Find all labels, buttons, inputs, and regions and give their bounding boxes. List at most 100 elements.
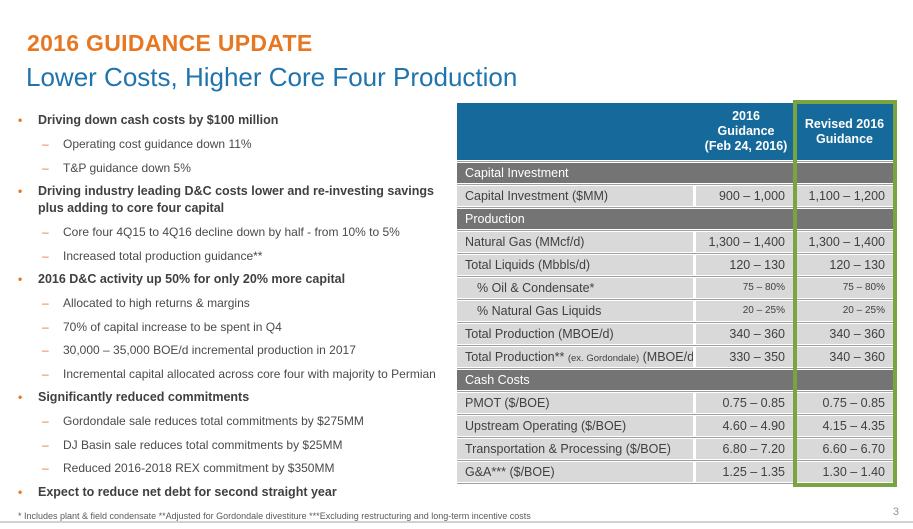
bullet-icon: •: [18, 484, 23, 499]
table-header-revised-guidance: Revised 2016 Guidance: [796, 103, 893, 160]
row-label-main: Total Production**: [465, 350, 565, 364]
section-filler: [796, 163, 893, 183]
table-row: Total Production (MBOE/d) 340 – 360 340 …: [457, 324, 893, 346]
sub-bullet-text: DJ Basin sale reduces total commitments …: [63, 437, 343, 452]
row-label-unit: (MBOE/d): [642, 350, 693, 364]
sub-bullet-text: Operating cost guidance down 11%: [63, 137, 252, 151]
revised-guidance-value: 6.60 – 6.70: [796, 439, 893, 459]
section-label: Capital Investment: [457, 163, 796, 183]
bullet-icon: •: [18, 390, 23, 404]
revised-guidance-value: 120 – 130: [796, 255, 893, 275]
header-line: (Feb 24, 2016): [704, 139, 788, 153]
old-guidance-value: 20 – 25%: [696, 301, 793, 321]
dash-icon: –: [42, 137, 49, 151]
revised-guidance-value: 1,300 – 1,400: [796, 232, 893, 252]
dash-icon: –: [42, 225, 49, 239]
revised-guidance-value: 75 – 80%: [796, 278, 893, 298]
row-label: % Oil & Condensate*: [457, 278, 693, 298]
row-label: Total Production (MBOE/d): [457, 324, 693, 344]
sub-bullet-text: Incremental capital allocated across cor…: [63, 366, 436, 381]
sub-bullet-text: Core four 4Q15 to 4Q16 decline down by h…: [63, 225, 400, 239]
old-guidance-value: 330 – 350: [696, 347, 793, 367]
revised-guidance-value: 1.30 – 1.40: [796, 462, 893, 482]
slide-subtitle: Lower Costs, Higher Core Four Production: [26, 62, 518, 92]
bullet-item: • Driving down cash costs by $100 millio…: [16, 112, 456, 129]
header-line: Guidance: [816, 131, 873, 146]
old-guidance-value: 0.75 – 0.85: [696, 393, 793, 413]
sub-bullet-item: – T&P guidance down 5%: [16, 160, 456, 176]
table-header-row: 2016 Guidance (Feb 24, 2016) Revised 201…: [457, 103, 893, 162]
row-label: G&A*** ($/BOE): [457, 462, 693, 482]
dash-icon: –: [42, 296, 49, 310]
dash-icon: –: [42, 366, 49, 381]
row-label: Transportation & Processing ($/BOE): [457, 439, 693, 459]
table-header-blank: [457, 103, 696, 160]
old-guidance-value: 1.25 – 1.35: [696, 462, 793, 482]
sub-bullet-text: 30,000 – 35,000 BOE/d incremental produc…: [63, 343, 356, 357]
bullet-text: Expect to reduce net debt for second str…: [38, 484, 337, 499]
old-guidance-value: 6.80 – 7.20: [696, 439, 793, 459]
revised-guidance-value: 340 – 360: [796, 324, 893, 344]
dash-icon: –: [42, 461, 49, 475]
section-filler: [796, 370, 893, 390]
dash-icon: –: [42, 319, 49, 334]
sub-bullet-item: – Allocated to high returns & margins: [16, 295, 456, 311]
sub-bullet-text: 70% of capital increase to be spent in Q…: [63, 319, 282, 334]
header-line: Guidance: [717, 124, 775, 138]
revised-guidance-value: 1,100 – 1,200: [796, 186, 893, 206]
revised-guidance-value: 340 – 360: [796, 347, 893, 367]
bullet-text: Driving industry leading D&C costs lower…: [38, 184, 434, 215]
table-row: Capital Investment ($MM) 900 – 1,000 1,1…: [457, 186, 893, 208]
table-row: Total Production** (ex. Gordondale) (MBO…: [457, 347, 893, 369]
bullet-icon: •: [18, 184, 23, 198]
bullet-icon: •: [18, 113, 23, 127]
table-header-2016-guidance: 2016 Guidance (Feb 24, 2016): [696, 103, 796, 160]
table-row: % Oil & Condensate* 75 – 80% 75 – 80%: [457, 278, 893, 300]
row-label: Total Production** (ex. Gordondale) (MBO…: [457, 347, 693, 367]
slide-title: 2016 GUIDANCE UPDATE: [27, 30, 313, 56]
sub-bullet-item: – Reduced 2016-2018 REX commitment by $3…: [16, 460, 456, 476]
old-guidance-value: 900 – 1,000: [696, 186, 793, 206]
bullet-list: • Driving down cash costs by $100 millio…: [16, 112, 456, 508]
footnote: * Includes plant & field condensate **Ad…: [18, 511, 531, 521]
sub-bullet-item: – Core four 4Q15 to 4Q16 decline down by…: [16, 224, 456, 240]
sub-bullet-item: – 30,000 – 35,000 BOE/d incremental prod…: [16, 342, 456, 358]
row-label: PMOT ($/BOE): [457, 393, 693, 413]
sub-bullet-text: T&P guidance down 5%: [63, 160, 191, 175]
dash-icon: –: [42, 160, 49, 175]
bullet-icon: •: [18, 272, 23, 286]
row-label: Natural Gas (MMcf/d): [457, 232, 693, 252]
revised-guidance-value: 0.75 – 0.85: [796, 393, 893, 413]
revised-guidance-value: 4.15 – 4.35: [796, 416, 893, 436]
dash-icon: –: [42, 414, 49, 428]
header-line: Revised 2016: [804, 116, 885, 131]
bullet-item: • Driving industry leading D&C costs low…: [16, 183, 456, 217]
revised-guidance-value: 20 – 25%: [796, 301, 893, 321]
table-section-row: Cash Costs: [457, 370, 893, 392]
footer-divider: [0, 521, 913, 523]
sub-bullet-item: – Incremental capital allocated across c…: [16, 366, 456, 382]
header-line: 2016: [732, 109, 760, 123]
sub-bullet-item: – Gordondale sale reduces total commitme…: [16, 413, 456, 429]
sub-bullet-text: Reduced 2016-2018 REX commitment by $350…: [63, 461, 335, 475]
guidance-table: 2016 Guidance (Feb 24, 2016) Revised 201…: [457, 100, 897, 487]
sub-bullet-item: – 70% of capital increase to be spent in…: [16, 319, 456, 335]
old-guidance-value: 4.60 – 4.90: [696, 416, 793, 436]
bullet-item: • 2016 D&C activity up 50% for only 20% …: [16, 271, 456, 288]
table-row: Total Liquids (Mbbls/d) 120 – 130 120 – …: [457, 255, 893, 277]
section-label: Cash Costs: [457, 370, 796, 390]
bullet-text: Significantly reduced commitments: [38, 390, 250, 404]
table-row: PMOT ($/BOE) 0.75 – 0.85 0.75 – 0.85: [457, 393, 893, 415]
table-row: Natural Gas (MMcf/d) 1,300 – 1,400 1,300…: [457, 232, 893, 254]
row-label-small: (ex. Gordondale): [567, 353, 640, 364]
bullet-text: Driving down cash costs by $100 million: [38, 113, 279, 127]
old-guidance-value: 120 – 130: [696, 255, 793, 275]
dash-icon: –: [42, 248, 49, 263]
old-guidance-value: 340 – 360: [696, 324, 793, 344]
section-label: Production: [457, 209, 796, 229]
sub-bullet-text: Increased total production guidance**: [63, 248, 263, 263]
section-filler: [796, 209, 893, 229]
bullet-text: 2016 D&C activity up 50% for only 20% mo…: [38, 272, 346, 286]
row-label: Upstream Operating ($/BOE): [457, 416, 693, 436]
